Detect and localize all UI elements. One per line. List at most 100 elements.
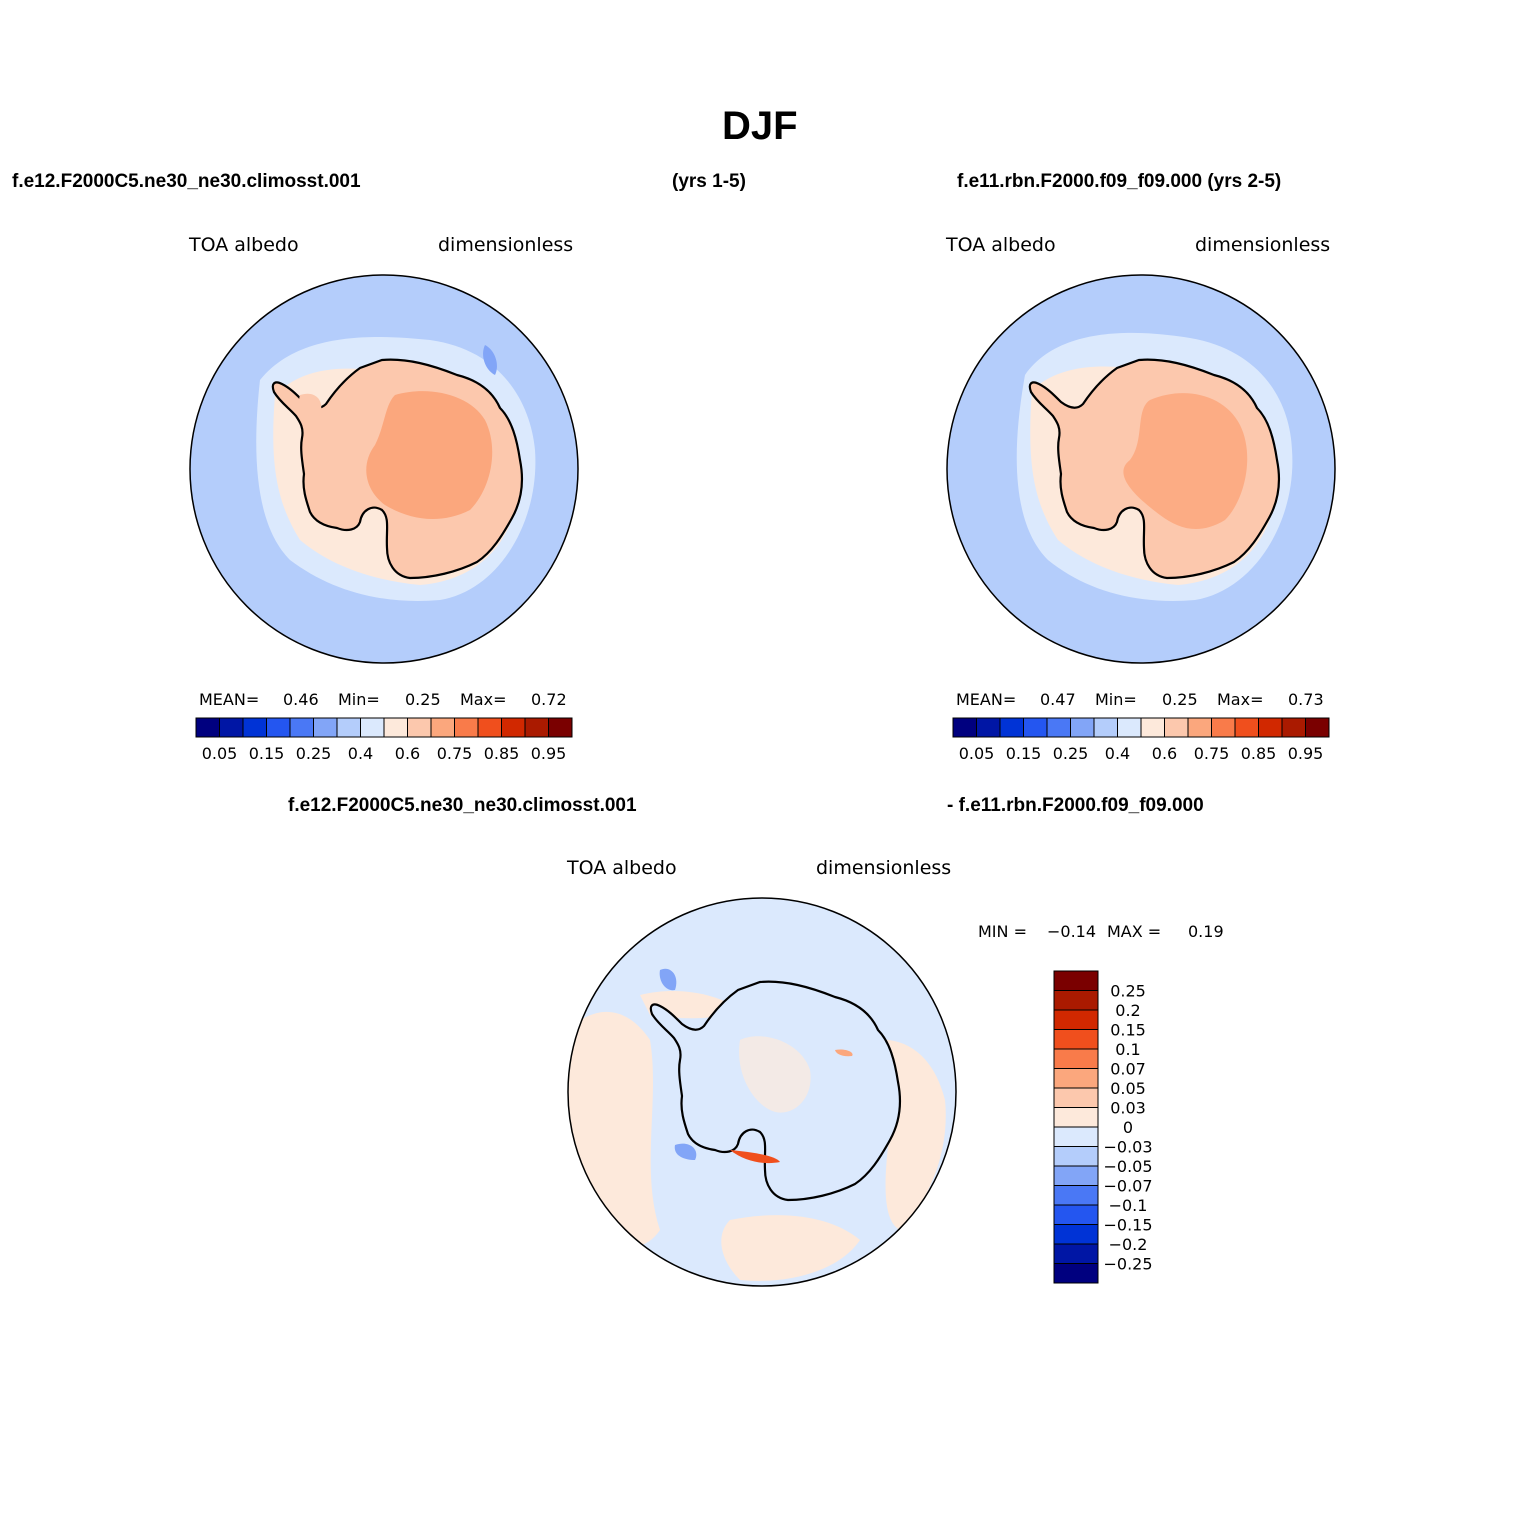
colorbar-swatch	[1164, 717, 1189, 738]
colorbar-swatch	[1053, 1107, 1099, 1128]
panel2-mean: 0.47	[1040, 690, 1076, 709]
colorbar-tick-label: 0.25	[1053, 744, 1089, 763]
colorbar-swatch	[336, 717, 361, 738]
colorbar-swatch	[548, 717, 573, 738]
colorbar-swatch	[1053, 1146, 1099, 1167]
colorbar-swatch	[1053, 1009, 1099, 1030]
colorbar-swatch	[1053, 1165, 1099, 1186]
colorbar-swatch	[242, 717, 267, 738]
colorbar-swatch	[1234, 717, 1259, 738]
colorbar-swatch	[1093, 717, 1118, 738]
colorbar-tick-label: 0.05	[959, 744, 995, 763]
colorbar-swatch	[1187, 717, 1212, 738]
panel3-max: 0.19	[1188, 922, 1224, 941]
panel2-max-label: Max=	[1217, 690, 1264, 709]
map3-west-positive	[568, 1012, 660, 1247]
colorbar-swatch	[1023, 717, 1048, 738]
panel3-min-label: MIN =	[978, 922, 1027, 941]
colorbar-swatch	[1053, 1185, 1099, 1206]
page-title: DJF	[722, 104, 798, 148]
map-panel3	[568, 898, 956, 1286]
map1-plateau	[366, 391, 493, 520]
panel2-min-label: Min=	[1095, 690, 1137, 709]
panel1-min: 0.25	[405, 690, 441, 709]
panel2-case-title: f.e11.rbn.F2000.f09_f09.000 (yrs 2-5)	[957, 171, 1282, 192]
colorbar-swatch	[360, 717, 385, 738]
colorbar-tick-label: −0.25	[1103, 1255, 1152, 1274]
colorbar-swatch	[1053, 1204, 1099, 1225]
colorbar-tick-label: 0.05	[202, 744, 238, 763]
map2-plateau	[1123, 393, 1248, 530]
colorbar-tick-label: −0.15	[1103, 1216, 1152, 1235]
colorbar-swatch	[1053, 990, 1099, 1011]
colorbar-tick-label: 0.05	[1110, 1079, 1146, 1098]
colorbar-tick-label: 0.85	[1241, 744, 1277, 763]
colorbar-swatch	[195, 717, 220, 738]
colorbar-tick-label: 0.03	[1110, 1099, 1146, 1118]
colorbar-swatch	[313, 717, 338, 738]
colorbar-tick-label: −0.07	[1103, 1177, 1152, 1196]
colorbar-tick-label: 0.6	[1152, 744, 1177, 763]
colorbar-swatch	[1053, 1263, 1099, 1284]
colorbar-swatch	[477, 717, 502, 738]
colorbar-swatch	[1053, 1224, 1099, 1245]
colorbar-tick-label: 0.6	[395, 744, 420, 763]
panel3-min: −0.14	[1047, 922, 1097, 941]
colorbar-tick-label: 0.15	[1110, 1021, 1146, 1040]
panel2-mean-label: MEAN=	[956, 690, 1017, 709]
panel1-years: (yrs 1-5)	[672, 171, 746, 192]
panel2-max: 0.73	[1288, 690, 1324, 709]
colorbar-swatch	[976, 717, 1001, 738]
map3-strong-positive	[730, 1150, 780, 1164]
map3-negative	[659, 968, 677, 991]
colorbar-swatch	[383, 717, 408, 738]
map3-south-positive	[721, 1215, 860, 1281]
colorbar-swatch	[454, 717, 479, 738]
colorbar-tick-label: 0.15	[1006, 744, 1042, 763]
colorbar-swatch	[1281, 717, 1306, 738]
colorbar-swatch	[266, 717, 291, 738]
colorbar-swatch	[1053, 1048, 1099, 1069]
panel3-case-a: f.e12.F2000C5.ne30_ne30.climosst.001	[288, 795, 637, 816]
panel1-max: 0.72	[531, 690, 567, 709]
colorbar-swatch	[1305, 717, 1330, 738]
colorbar-swatch	[1211, 717, 1236, 738]
colorbar-tick-label: 0.95	[531, 744, 567, 763]
panel1-variable: TOA albedo	[189, 234, 299, 256]
colorbar-swatch	[999, 717, 1024, 738]
colorbar-swatch	[501, 717, 526, 738]
colorbar-tick-label: 0.07	[1110, 1060, 1146, 1079]
panel1-min-label: Min=	[338, 690, 380, 709]
colorbar-tick-label: 0.95	[1288, 744, 1324, 763]
colorbar-swatch	[1070, 717, 1095, 738]
map-panel1	[190, 275, 578, 663]
colorbar-swatch	[219, 717, 244, 738]
panel1-mean: 0.46	[283, 690, 319, 709]
map3-border	[567, 897, 957, 1287]
colorbar-panel3: 0.250.20.150.10.070.050.030−0.03−0.05−0.…	[1053, 970, 1153, 1284]
colorbar-panel1: 0.05 0.15 0.25 0.4 0.6 0.75 0.85 0.95	[195, 717, 573, 763]
colorbar-tick-label: −0.1	[1109, 1196, 1148, 1215]
panel1-units: dimensionless	[438, 234, 574, 256]
panel2-units: dimensionless	[1195, 234, 1331, 256]
colorbar-swatch	[430, 717, 455, 738]
panel3-case-b: - f.e11.rbn.F2000.f09_f09.000	[947, 795, 1204, 816]
colorbar-tick-label: −0.03	[1103, 1138, 1152, 1157]
colorbar-tick-label: 0.85	[484, 744, 520, 763]
colorbar-swatch	[407, 717, 432, 738]
colorbar-tick-label: 0.25	[1110, 982, 1146, 1001]
colorbar-tick-label: 0.75	[1194, 744, 1230, 763]
colorbar-tick-label: 0	[1123, 1118, 1133, 1137]
panel1-max-label: Max=	[460, 690, 507, 709]
colorbar-swatch	[1053, 1087, 1099, 1108]
colorbar-tick-label: 0.2	[1115, 1001, 1140, 1020]
colorbar-swatch	[1140, 717, 1165, 738]
colorbar-tick-label: 0.1	[1115, 1040, 1140, 1059]
colorbar-swatch	[1053, 1243, 1099, 1264]
map2-border	[946, 274, 1336, 664]
colorbar-swatch	[1053, 1029, 1099, 1050]
map1-border	[189, 274, 579, 664]
colorbar-swatch	[1117, 717, 1142, 738]
map-panel2	[947, 275, 1335, 663]
